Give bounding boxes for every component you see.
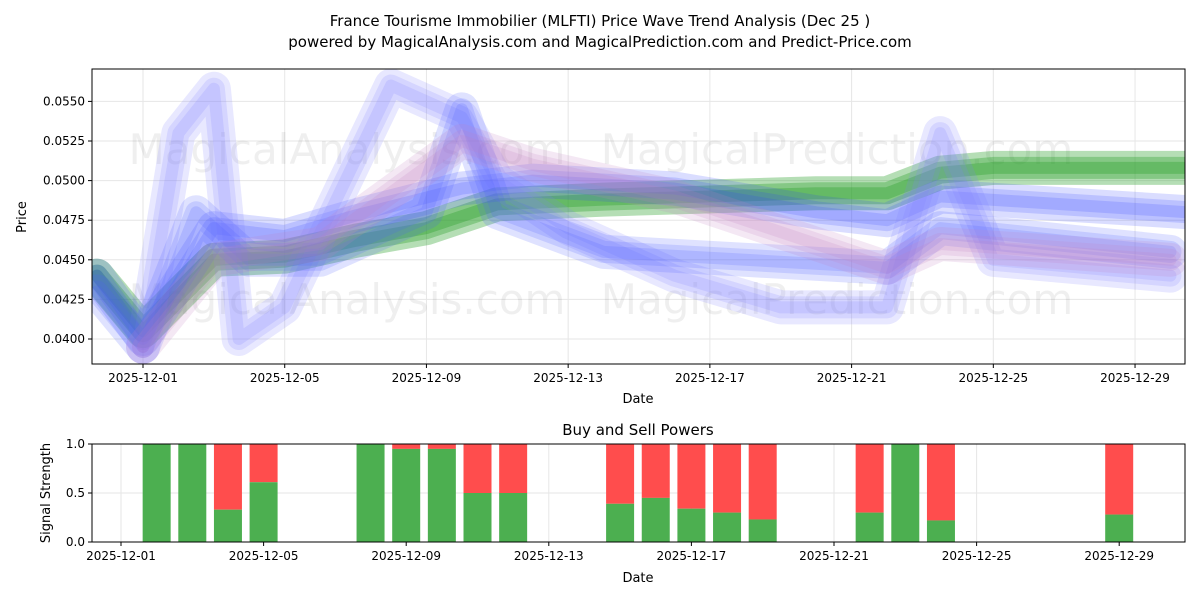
buy-bar [1105,514,1134,542]
buy-bar [891,444,920,542]
x-tick-label: 2025-12-25 [942,549,1012,563]
buy-bar [392,448,421,542]
sell-bar [713,444,742,513]
wave-band [92,98,1182,358]
buy-bar [178,444,207,542]
y-tick-label: 0.0450 [43,253,85,267]
price-plot-area [92,69,1185,364]
x-tick-label: 2025-12-05 [229,549,299,563]
sell-bar [427,444,456,449]
sell-bar [855,444,884,513]
x-tick-label: 2025-12-29 [1100,371,1170,385]
buy-bar [249,482,278,542]
wave-band [92,156,1185,343]
wave-band [126,69,1185,364]
y-tick-label: 1.0 [66,437,85,451]
wave-band [137,79,1177,353]
buy-bar [427,448,456,542]
buy-bar [677,508,706,542]
x-tick-label: 2025-12-05 [250,371,320,385]
wave-band [132,130,1182,358]
sell-bar [641,444,670,498]
price-plot-frame [91,68,1186,365]
powers-plot-frame [91,443,1186,543]
powers-title: Buy and Sell Powers [562,421,714,439]
buy-bar [606,503,635,542]
x-tick-label: 2025-12-09 [392,371,462,385]
buy-bar [641,497,670,542]
y-tick-label: 0.0400 [43,332,85,346]
y-tick-label: 0.0500 [43,174,85,188]
x-axis-label: Date [622,392,653,407]
x-tick-label: 2025-12-13 [533,371,603,385]
chart-subtitle: powered by MagicalAnalysis.com and Magic… [288,33,912,51]
x-axis-label: Date [622,571,653,586]
watermark: MagicalAnalysis.com [129,275,566,324]
buy-bar [213,509,242,542]
buy-bar [356,444,385,542]
sell-bar [748,444,777,520]
y-tick-label: 0.0525 [43,134,85,148]
wave-band [137,135,1177,353]
wave-band [92,92,1185,364]
x-tick-label: 2025-12-17 [675,371,745,385]
wave-band [92,163,1185,356]
x-tick-label: 2025-12-21 [799,549,869,563]
y-axis-label: Signal Strength [39,443,54,543]
buy-bar [713,512,742,542]
x-tick-label: 2025-12-01 [86,549,156,563]
y-tick-label: 0.0475 [43,213,85,227]
x-tick-label: 2025-12-17 [657,549,727,563]
wave-band [92,169,1185,350]
sell-bar [463,444,492,493]
buy-bar [499,493,528,542]
x-tick-label: 2025-12-29 [1084,549,1154,563]
sell-bar [249,444,278,483]
y-tick-label: 0.5 [66,486,85,500]
wave-band [92,174,1185,345]
y-axis-label: Price [15,201,30,233]
buy-bar [855,512,884,542]
wave-band [92,161,1185,338]
y-tick-label: 0.0425 [43,292,85,306]
wave-band [92,150,1185,349]
sell-bar [677,444,706,509]
y-tick-label: 0.0550 [43,94,85,108]
x-tick-label: 2025-12-09 [371,549,441,563]
watermark: MagicalPrediction.com [601,275,1074,324]
sell-bar [213,444,242,510]
chart-title: France Tourisme Immobilier (MLFTI) Price… [330,12,870,30]
sell-bar [499,444,528,493]
x-tick-label: 2025-12-21 [817,371,887,385]
watermark: MagicalPrediction.com [601,125,1074,174]
buy-bar [748,519,777,542]
buy-bar [926,520,955,542]
wave-band [92,103,1177,353]
x-tick-label: 2025-12-25 [958,371,1028,385]
buy-bar [142,444,171,542]
wave-band [132,74,1182,358]
sell-bar [1105,444,1134,515]
x-tick-label: 2025-12-13 [514,549,584,563]
y-tick-label: 0.0 [66,535,85,549]
sell-bar [392,444,421,449]
watermark: MagicalAnalysis.com [129,125,566,174]
x-tick-label: 2025-12-01 [108,371,178,385]
wave-band [126,124,1185,364]
sell-bar [926,444,955,521]
buy-bar [463,493,492,542]
sell-bar [606,444,635,504]
